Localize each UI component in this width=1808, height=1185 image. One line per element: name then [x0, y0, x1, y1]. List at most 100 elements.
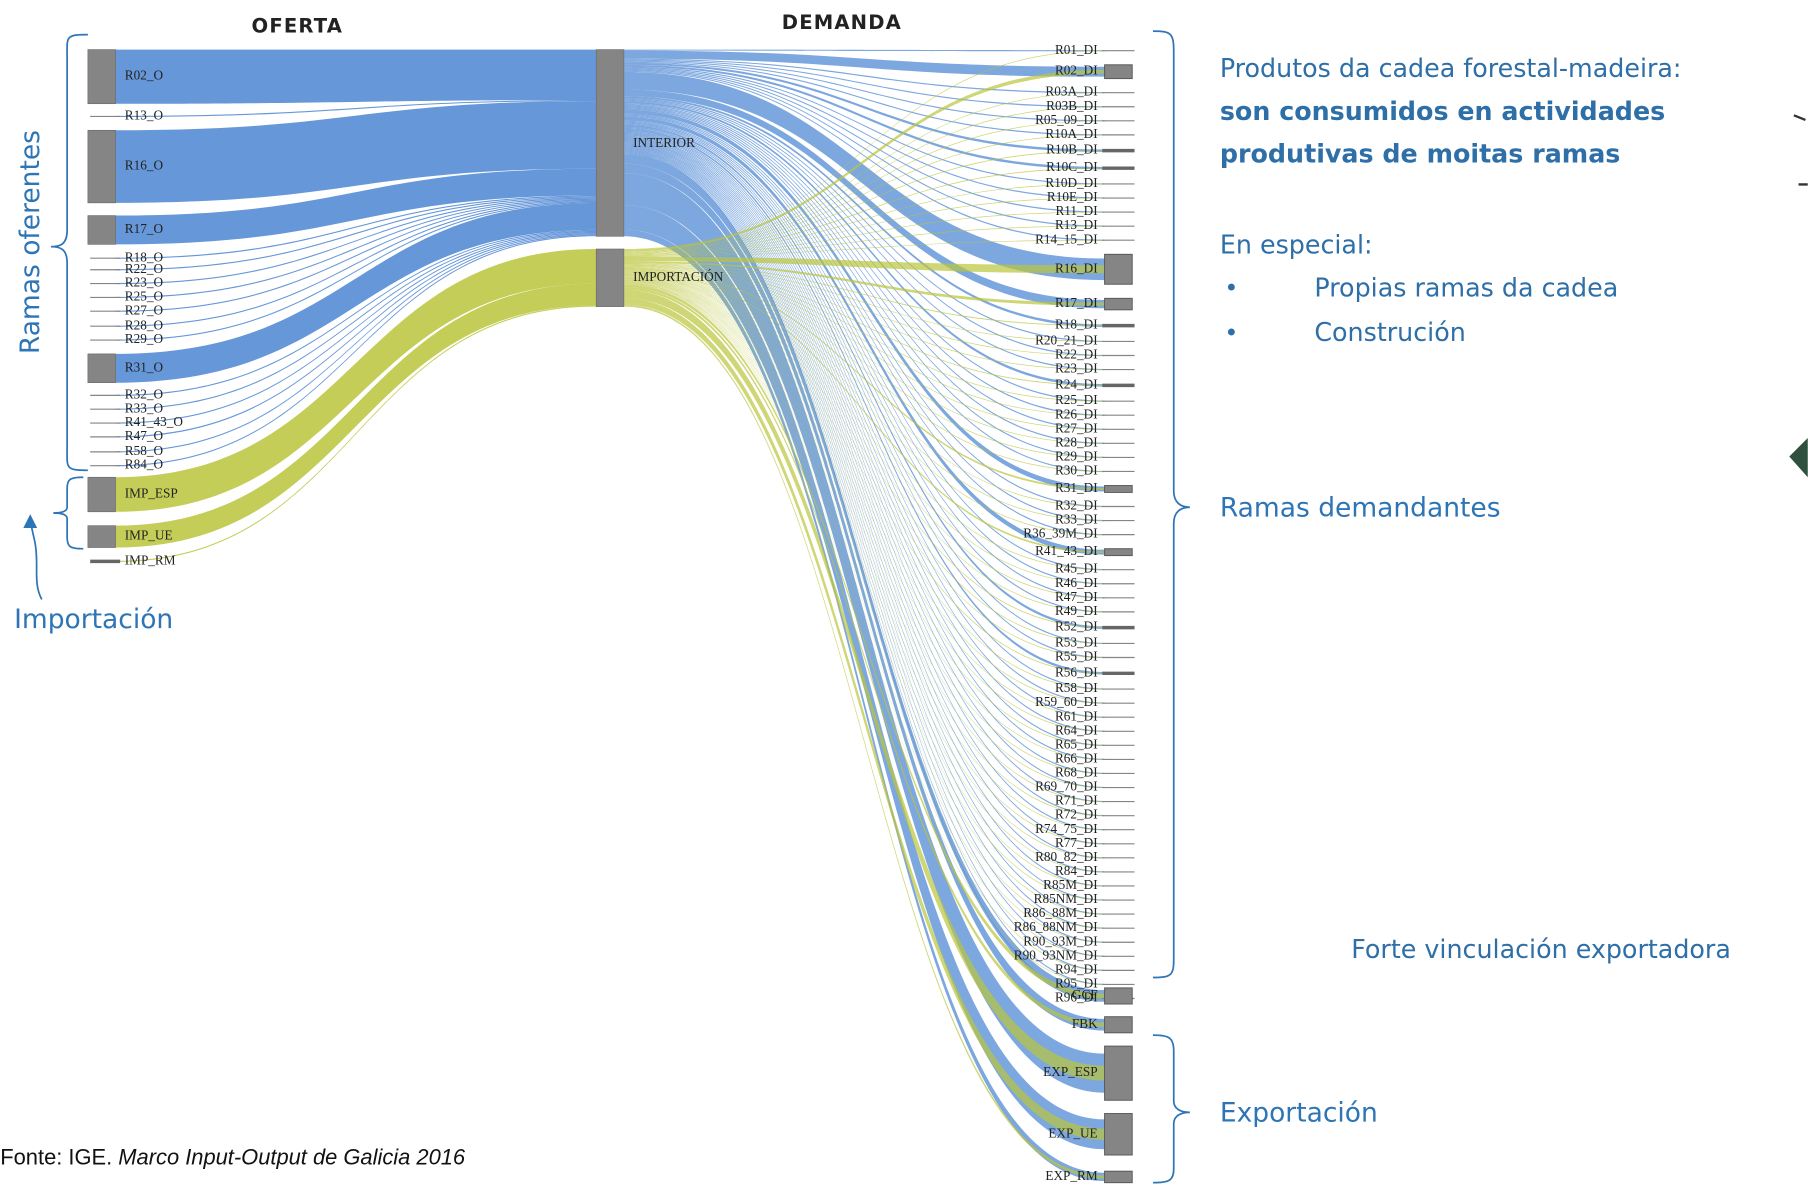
demand-label: R80_82_DI	[1035, 849, 1098, 864]
demand-node	[1104, 1170, 1133, 1184]
demand-label: R33_DI	[1055, 512, 1098, 527]
flow	[623, 100, 1105, 371]
flow	[115, 235, 597, 467]
flow	[623, 104, 1105, 416]
demand-label: R47_DI	[1055, 589, 1098, 604]
flow	[623, 105, 1105, 430]
flow	[623, 283, 1105, 971]
demand-label: R18_DI	[1055, 317, 1098, 332]
flow	[623, 60, 1105, 122]
flow	[115, 168, 597, 245]
side-decoration	[1793, 114, 1808, 186]
supply-label: IMP_ESP	[125, 486, 178, 501]
demand-label: R10D_DI	[1045, 175, 1097, 190]
flow	[623, 66, 1105, 185]
import-bracket	[53, 476, 84, 550]
demand-label: R90_93NM_DI	[1014, 947, 1098, 962]
flow	[623, 261, 1105, 306]
flow	[623, 268, 1105, 507]
flow	[623, 131, 1105, 704]
supply-label: R32_O	[125, 386, 164, 401]
flow	[115, 283, 597, 548]
flow	[623, 275, 1105, 704]
flow	[115, 49, 597, 104]
demand-node	[1104, 64, 1133, 80]
flows	[115, 49, 1105, 1182]
demand-label: R74_75_DI	[1035, 821, 1098, 836]
flow	[623, 96, 1105, 327]
flow	[623, 274, 1105, 658]
flow	[623, 150, 1105, 254]
flow	[623, 140, 1105, 817]
demand-label: R52_DI	[1055, 619, 1098, 634]
flow	[623, 273, 1105, 644]
flow	[623, 103, 1105, 402]
flow	[623, 121, 1105, 585]
supply-node	[87, 49, 116, 105]
demand-label: R66_DI	[1055, 750, 1098, 765]
flow	[623, 146, 1105, 901]
flow	[623, 277, 1105, 774]
supply-label: R16_O	[125, 158, 164, 173]
supply-label: R27_O	[125, 302, 164, 317]
demand-label: R02_DI	[1055, 63, 1098, 78]
flow	[623, 279, 1105, 845]
flow	[115, 100, 597, 118]
demand-node	[1104, 987, 1133, 1005]
flow	[623, 289, 1105, 1081]
supply-label: R22_O	[125, 261, 164, 276]
demand-label: R72_DI	[1055, 807, 1098, 822]
flow	[623, 124, 1105, 629]
flow	[115, 197, 597, 285]
flow	[115, 203, 597, 383]
flow	[623, 163, 1105, 1031]
demand-label: R49_DI	[1055, 603, 1098, 618]
demand-label: R41_43_DI	[1035, 543, 1098, 558]
flow	[623, 280, 1105, 887]
demand-group-label: Ramas demandantes	[1220, 492, 1501, 523]
flow	[623, 126, 1105, 645]
arrow-head	[23, 514, 38, 528]
flow	[623, 50, 1105, 250]
flow	[623, 269, 1105, 521]
flow	[623, 275, 1105, 718]
flow	[623, 265, 1105, 402]
demand-label: R55_DI	[1055, 649, 1098, 664]
side-tab	[1789, 438, 1808, 478]
demand-label: R22_DI	[1055, 347, 1098, 362]
middle-label: IMPORTACIÓN	[633, 269, 724, 284]
demand-node	[1104, 548, 1133, 557]
note-export: Forte vinculación exportadora	[1351, 934, 1731, 964]
supply-label: IMP_RM	[125, 552, 176, 567]
source-title: Marco Input-Output de Galicia 2016	[118, 1144, 466, 1169]
demand-label: R11_DI	[1055, 203, 1097, 218]
source: Fonte: IGE. Marco Input-Output de Galici…	[0, 1144, 466, 1169]
supply-group-label: Ramas oferentes	[15, 130, 46, 354]
demand-label: R01_DI	[1055, 42, 1098, 57]
supply-node	[87, 525, 116, 548]
supply-node	[87, 215, 116, 245]
demand-label: R16_DI	[1055, 260, 1098, 275]
demand-label: R61_DI	[1055, 708, 1098, 723]
demand-label: R30_DI	[1055, 463, 1098, 478]
flow	[623, 274, 1105, 674]
demand-label: EXP_RM	[1045, 1168, 1097, 1183]
note-intro: Produtos da cadea forestal-madeira:	[1220, 53, 1682, 83]
demand-label: R56_DI	[1055, 664, 1098, 679]
supply-header: OFERTA	[252, 14, 343, 37]
demand-label: R36_39M_DI	[1023, 526, 1097, 541]
flow	[623, 144, 1105, 873]
demand-label: R85NM_DI	[1034, 891, 1098, 906]
flow	[623, 123, 1105, 613]
demand-node	[1104, 297, 1133, 311]
demand-label: R10E_DI	[1047, 189, 1098, 204]
demand-label: R86_88NM_DI	[1014, 919, 1098, 934]
supply-label: R31_O	[125, 359, 164, 374]
flow	[623, 148, 1105, 929]
flow	[623, 134, 1105, 254]
supply-label: R47_O	[125, 428, 164, 443]
flow	[623, 266, 1105, 430]
nodes: R02_O R13_O R16_O R17_O R18_OR22_OR23_OR25_O…	[87, 42, 1135, 1184]
demand-node	[1104, 485, 1133, 493]
flow	[623, 277, 1105, 760]
